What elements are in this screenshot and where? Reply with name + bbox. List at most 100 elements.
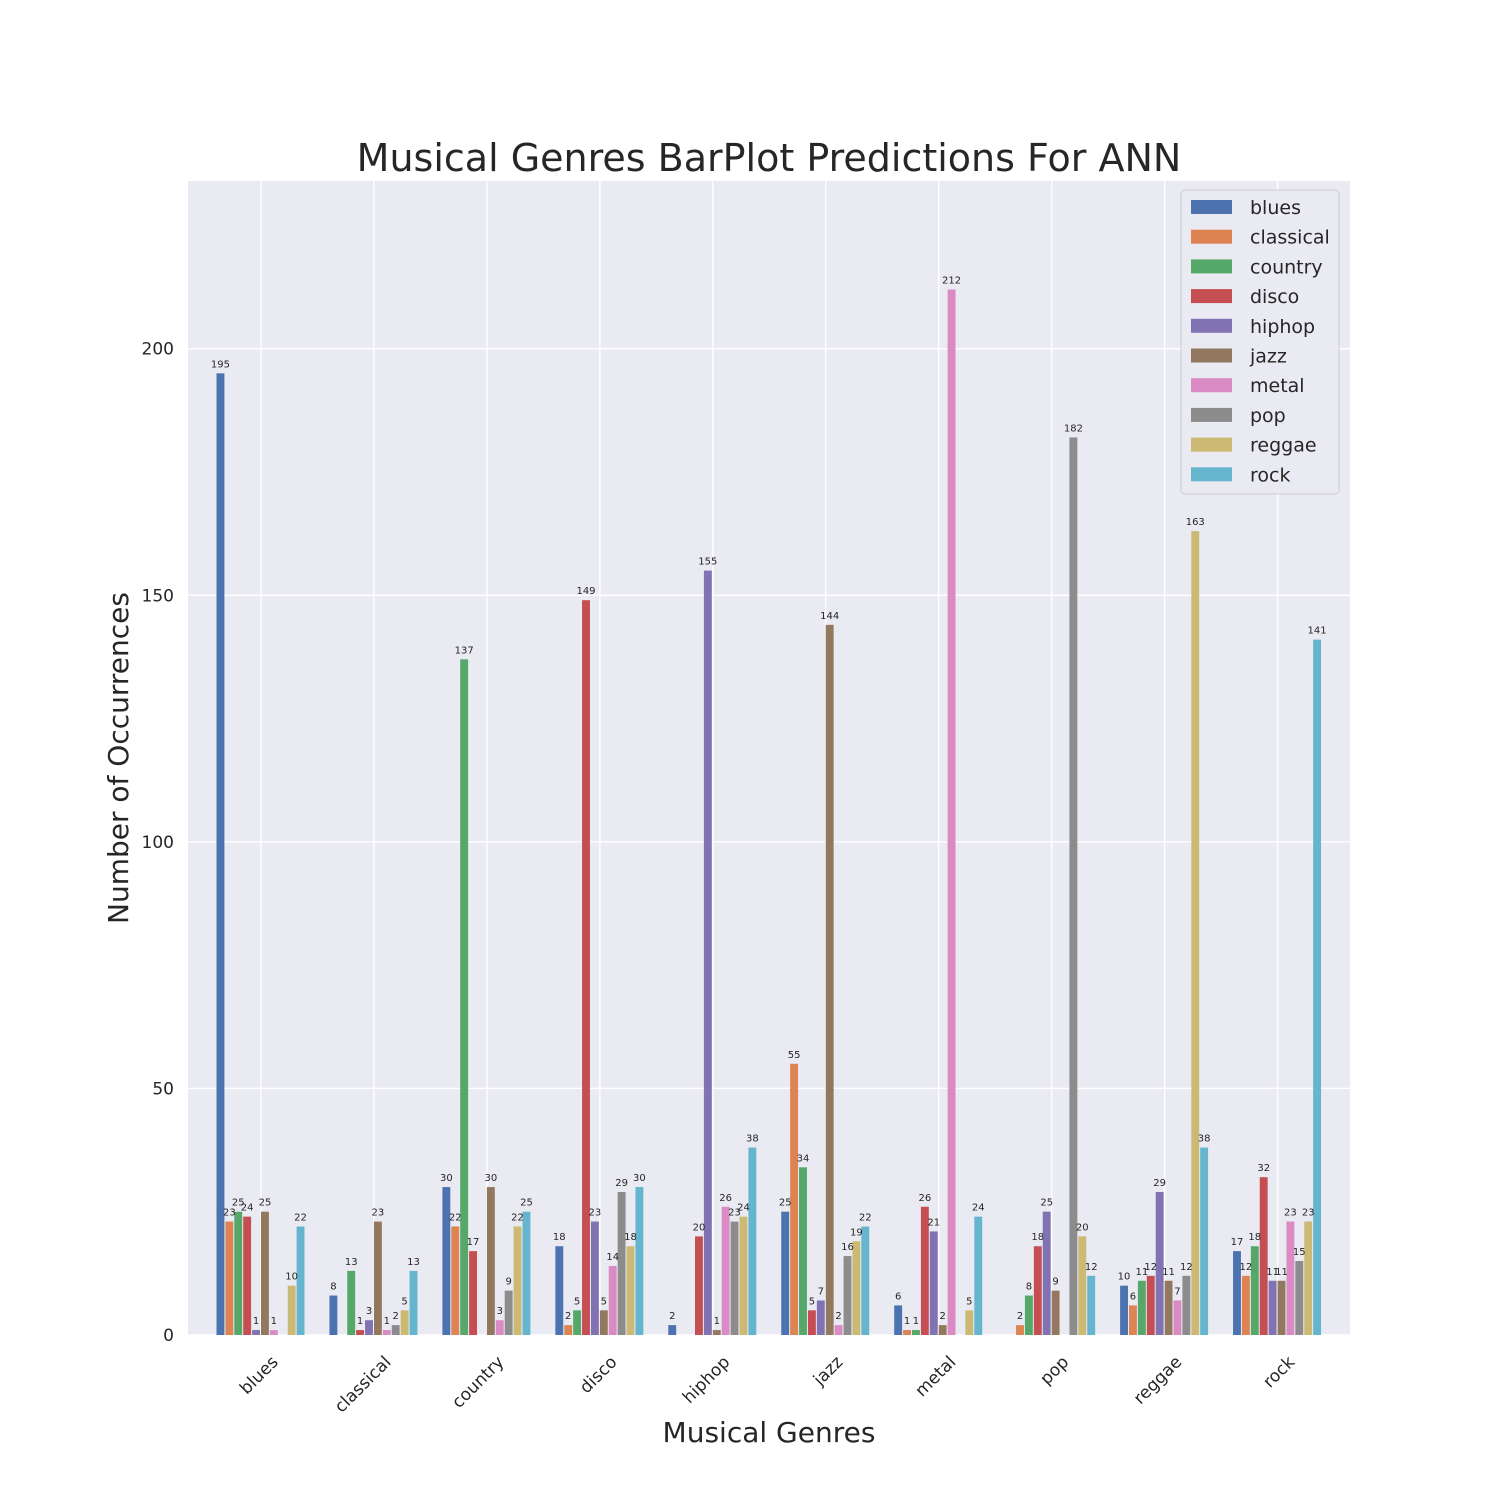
bar-value-label: 137 — [455, 645, 474, 656]
bar-country-pop — [1024, 1295, 1033, 1335]
bar-value-label: 26 — [918, 1193, 931, 1204]
bar-pop-country — [504, 1290, 513, 1335]
x-tick-label: pop — [1036, 1352, 1073, 1389]
bar-value-label: 24 — [972, 1203, 985, 1214]
bar-group — [216, 289, 1322, 1335]
bar-jazz-reggae — [1164, 1280, 1173, 1335]
bar-value-label: 9 — [1052, 1277, 1058, 1288]
bar-value-label: 22 — [294, 1213, 307, 1224]
bar-value-label: 12 — [1240, 1262, 1253, 1273]
bar-value-label: 18 — [1031, 1232, 1044, 1243]
bar-country-rock — [1250, 1246, 1259, 1335]
bar-value-label: 22 — [449, 1213, 462, 1224]
bar-value-label: 5 — [574, 1296, 580, 1307]
bar-hiphop-reggae — [1155, 1191, 1164, 1335]
x-tick-label: jazz — [809, 1352, 847, 1390]
y-tick-label: 100 — [142, 833, 174, 853]
bar-value-label: 25 — [259, 1198, 272, 1209]
x-tick-label: disco — [576, 1352, 621, 1397]
bar-value-label: 25 — [520, 1198, 533, 1209]
bar-reggae-metal — [965, 1310, 974, 1335]
bar-value-label: 38 — [1198, 1134, 1211, 1145]
x-tick-label: rock — [1259, 1352, 1299, 1392]
bar-pop-jazz — [843, 1256, 852, 1335]
bar-reggae-rock — [1304, 1221, 1313, 1335]
bar-value-label: 7 — [818, 1286, 824, 1297]
bar-reggae-classical — [400, 1310, 409, 1335]
bar-value-label: 23 — [1284, 1208, 1297, 1219]
bar-value-label: 10 — [1118, 1272, 1131, 1283]
bar-value-label: 23 — [589, 1208, 602, 1219]
bar-value-label: 141 — [1308, 626, 1327, 637]
bar-value-label: 18 — [624, 1232, 637, 1243]
bar-value-label: 23 — [372, 1208, 385, 1219]
bar-blues-disco — [555, 1246, 564, 1335]
bar-value-label: 16 — [841, 1242, 854, 1253]
bar-metal-rock — [1286, 1221, 1295, 1335]
legend-swatch-disco — [1191, 289, 1232, 304]
bar-blues-metal — [894, 1305, 903, 1335]
bar-value-label: 11 — [1266, 1267, 1279, 1278]
x-tick-label: reggae — [1130, 1352, 1186, 1408]
bar-value-label: 24 — [737, 1203, 750, 1214]
bar-jazz-metal — [938, 1325, 947, 1335]
x-tick-label: country — [448, 1352, 508, 1412]
bar-value-label: 5 — [809, 1296, 815, 1307]
bar-value-label: 2 — [835, 1311, 841, 1322]
legend-swatch-hiphop — [1191, 318, 1232, 333]
bar-rock-country — [522, 1211, 531, 1335]
bar-metal-country — [495, 1320, 504, 1335]
legend-swatch-rock — [1191, 467, 1232, 482]
grid-lines — [188, 181, 1350, 1336]
legend-label-rock: rock — [1250, 464, 1290, 486]
bar-value-label: 6 — [895, 1291, 901, 1302]
bar-hiphop-hiphop — [703, 570, 712, 1335]
bar-value-label: 3 — [366, 1306, 372, 1317]
bar-value-label: 18 — [553, 1232, 566, 1243]
legend-swatch-jazz — [1191, 348, 1232, 363]
bar-value-label: 144 — [820, 611, 839, 622]
bar-value-label: 6 — [1130, 1291, 1136, 1302]
bar-disco-metal — [920, 1206, 929, 1335]
bar-country-reggae — [1137, 1280, 1146, 1335]
bar-value-label: 12 — [1180, 1262, 1193, 1273]
bar-value-label: 7 — [1174, 1286, 1180, 1297]
y-tick-label: 0 — [163, 1326, 174, 1346]
bar-value-label: 30 — [440, 1173, 453, 1184]
bar-rock-blues — [296, 1226, 305, 1335]
bar-classical-blues — [225, 1221, 234, 1335]
bar-disco-pop — [1033, 1246, 1042, 1335]
bar-rock-jazz — [861, 1226, 870, 1335]
bar-value-label: 30 — [633, 1173, 646, 1184]
bar-reggae-disco — [626, 1246, 635, 1335]
x-axis-ticks: blues classical country disco hiphop jazz meta… — [236, 1352, 1299, 1417]
bar-value-label: 1 — [271, 1316, 277, 1327]
bar-pop-pop — [1069, 437, 1078, 1335]
bar-disco-blues — [243, 1216, 252, 1335]
bar-hiphop-jazz — [816, 1300, 825, 1335]
bar-value-label: 11 — [1162, 1267, 1175, 1278]
bar-country-country — [460, 659, 469, 1335]
bar-value-label: 5 — [601, 1296, 607, 1307]
bar-value-label: 2 — [393, 1311, 399, 1322]
bar-value-label: 20 — [1076, 1222, 1089, 1233]
legend-swatch-reggae — [1191, 437, 1232, 452]
legend-label-country: country — [1250, 256, 1323, 278]
bar-value-label: 8 — [330, 1282, 336, 1293]
bar-value-label: 14 — [606, 1252, 619, 1263]
legend-swatch-classical — [1191, 229, 1232, 244]
legend-swatch-blues — [1191, 200, 1232, 214]
bar-classical-jazz — [790, 1063, 799, 1335]
bar-hiphop-disco — [590, 1221, 599, 1335]
bar-value-label: 15 — [1293, 1247, 1306, 1258]
bar-value-label: 11 — [1275, 1267, 1288, 1278]
bar-value-label: 26 — [719, 1193, 732, 1204]
bar-country-blues — [234, 1211, 243, 1335]
y-tick-label: 200 — [142, 340, 174, 360]
bar-value-label: 23 — [223, 1208, 236, 1219]
bar-metal-hiphop — [721, 1206, 730, 1335]
legend-label-metal: metal — [1250, 375, 1305, 397]
bar-pop-disco — [617, 1191, 626, 1335]
bar-value-label: 195 — [211, 359, 230, 370]
